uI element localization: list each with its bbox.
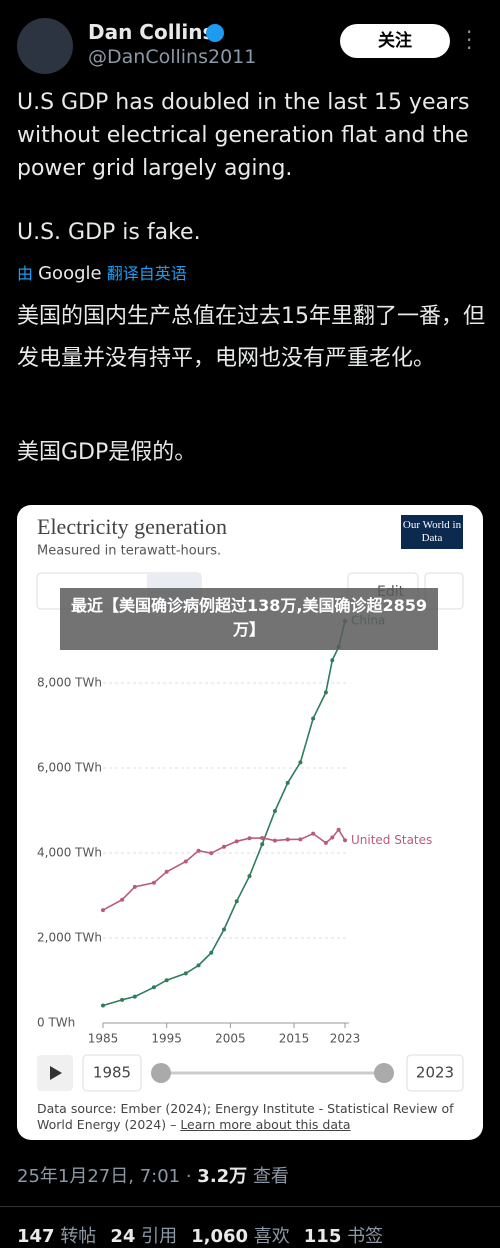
data-point bbox=[260, 835, 265, 840]
meta-line: 25年1月27日, 7:01 · 3.2万 查看 bbox=[17, 1166, 289, 1187]
series-line bbox=[102, 620, 346, 1007]
data-point bbox=[222, 844, 226, 849]
data-point bbox=[101, 1003, 105, 1008]
data-point bbox=[234, 839, 239, 844]
data-point bbox=[132, 884, 137, 889]
view-count: 3.2万 bbox=[197, 1166, 248, 1187]
start-year-box bbox=[82, 1054, 142, 1092]
y-tick-label: 6,000 TWh bbox=[37, 761, 102, 775]
data-point bbox=[132, 994, 137, 999]
end-year-box bbox=[406, 1054, 464, 1092]
source-note: Data source: Ember (2024); Energy Instit… bbox=[37, 1101, 467, 1133]
data-point bbox=[298, 837, 303, 842]
data-point bbox=[298, 760, 303, 765]
data-point bbox=[311, 716, 316, 721]
data-point bbox=[330, 835, 335, 840]
data-point bbox=[209, 851, 214, 856]
data-point bbox=[164, 869, 169, 874]
slider-handle[interactable] bbox=[151, 1063, 171, 1083]
translated-text: 美国GDP是假的。 bbox=[17, 440, 197, 465]
x-tick-label: 2015 bbox=[279, 1032, 310, 1046]
chart-subtitle: Measured in terawatt-hours. bbox=[37, 544, 221, 559]
author-name: Dan Collins bbox=[88, 20, 215, 44]
data-point bbox=[336, 827, 341, 832]
logo[interactable] bbox=[401, 515, 463, 549]
divider bbox=[0, 1206, 500, 1207]
data-point bbox=[330, 658, 335, 663]
x-tick-label: 2005 bbox=[215, 1032, 246, 1046]
x-tick-label: 1985 bbox=[88, 1032, 119, 1046]
data-point bbox=[209, 950, 214, 955]
overlay-banner: 最近【美国确诊病例超过138万,美国确诊超2859万】 bbox=[60, 588, 438, 650]
data-point bbox=[101, 908, 105, 913]
chart-title: Electricity generation bbox=[37, 514, 227, 539]
data-point bbox=[272, 809, 277, 814]
data-point bbox=[222, 927, 226, 932]
data-point bbox=[247, 874, 252, 879]
avatar[interactable] bbox=[17, 18, 73, 74]
x-tick-label: 1995 bbox=[151, 1032, 182, 1046]
translated-text: 美国的国内生产总值在过去15年里翻了一番，但发电量并没有持平，电网也没有严重老化… bbox=[17, 304, 485, 371]
data-point bbox=[323, 690, 328, 695]
slider-handle[interactable] bbox=[374, 1063, 394, 1083]
logo-text: Our World in Data bbox=[402, 519, 462, 544]
play-icon bbox=[50, 1066, 62, 1080]
end-year: 2023 bbox=[416, 1064, 454, 1082]
view-label: 查看 bbox=[252, 1166, 289, 1187]
verified-badge bbox=[206, 24, 224, 42]
data-point bbox=[260, 842, 265, 847]
data-point bbox=[196, 848, 201, 853]
timestamp: 25年1月27日, 7:01 bbox=[17, 1166, 181, 1187]
stats: 147 转帖 24 引用 1,060 喜欢 115 书签 bbox=[17, 1222, 397, 1248]
start-year: 1985 bbox=[93, 1064, 131, 1082]
data-point bbox=[247, 836, 252, 841]
translation-suffix: 翻译自英语 bbox=[106, 264, 187, 283]
tweet-text: U.S. GDP is fake. bbox=[17, 220, 201, 245]
source-link[interactable]: Learn more about this data bbox=[180, 1117, 351, 1132]
series-label: United States bbox=[351, 833, 432, 847]
data-point bbox=[285, 837, 290, 842]
series-line bbox=[102, 828, 346, 911]
y-tick-label: 8,000 TWh bbox=[37, 676, 102, 690]
data-point bbox=[183, 859, 188, 864]
data-point bbox=[323, 840, 328, 845]
data-point bbox=[234, 899, 239, 904]
y-tick-label: 4,000 TWh bbox=[37, 846, 102, 860]
data-point bbox=[183, 971, 188, 976]
data-point bbox=[311, 831, 316, 836]
data-point bbox=[120, 997, 125, 1002]
author-handle: @DanCollins2011 bbox=[88, 46, 257, 68]
translation-prefix: 由 bbox=[17, 264, 34, 283]
source: Data source: Ember (2024); Energy Instit… bbox=[37, 1101, 454, 1132]
data-point bbox=[164, 978, 169, 983]
more-icon[interactable]: · · · bbox=[466, 20, 473, 60]
data-point bbox=[120, 897, 125, 902]
translation-provider: Google bbox=[38, 263, 102, 284]
y-tick-label: 0 TWh bbox=[37, 1016, 75, 1030]
data-point bbox=[272, 838, 277, 843]
data-point bbox=[151, 985, 156, 990]
tweet-text: U.S GDP has doubled in the last 15 years… bbox=[17, 90, 470, 181]
follow-button[interactable]: 关注 bbox=[340, 24, 450, 58]
data-point bbox=[343, 838, 347, 843]
data-point bbox=[151, 880, 156, 885]
data-point bbox=[196, 963, 201, 968]
translation-note[interactable]: 由 Google 翻译自英语 bbox=[17, 260, 187, 284]
data-point bbox=[285, 780, 290, 785]
y-tick-label: 2,000 TWh bbox=[37, 931, 102, 945]
x-tick-label: 2023 bbox=[330, 1032, 361, 1046]
